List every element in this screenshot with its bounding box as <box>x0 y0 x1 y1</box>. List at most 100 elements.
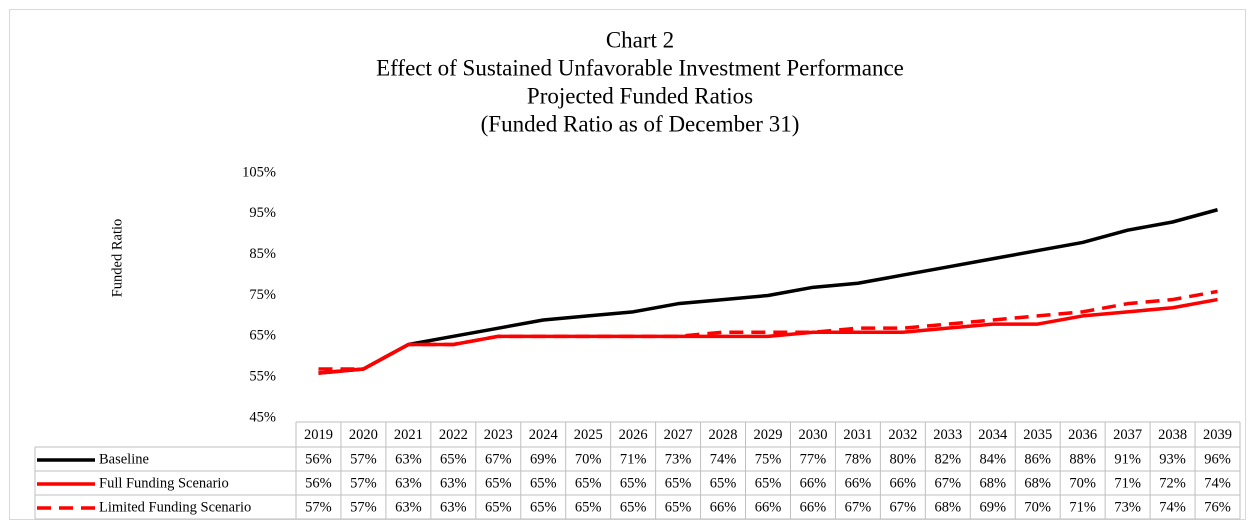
table-value: 70% <box>1069 475 1096 491</box>
table-value: 65% <box>485 475 512 491</box>
x-tick-label: 2039 <box>1203 427 1232 443</box>
x-tick-label: 2023 <box>484 427 513 443</box>
table-value: 65% <box>710 475 737 491</box>
table-value: 63% <box>395 451 422 467</box>
table-value: 65% <box>665 499 692 515</box>
chart-frame <box>9 9 1246 520</box>
table-value: 56% <box>305 451 332 467</box>
x-tick-label: 2028 <box>709 427 738 443</box>
table-value: 66% <box>755 499 782 515</box>
table-value: 56% <box>305 475 332 491</box>
x-tick-label: 2026 <box>619 427 648 443</box>
table-value: 63% <box>395 499 422 515</box>
table-value: 67% <box>890 499 917 515</box>
series-line <box>318 289 1218 371</box>
table-value: 65% <box>620 499 647 515</box>
table-value: 80% <box>890 451 917 467</box>
table-value: 68% <box>935 499 962 515</box>
table-value: 66% <box>845 475 872 491</box>
table-value: 57% <box>350 475 377 491</box>
table-value: 66% <box>800 499 827 515</box>
table-value: 88% <box>1069 451 1096 467</box>
table-value: 65% <box>620 475 647 491</box>
y-tick-label: 85% <box>249 246 276 262</box>
x-tick-label: 2025 <box>574 427 603 443</box>
x-tick-label: 2027 <box>664 427 693 443</box>
y-tick-label: 95% <box>249 205 276 221</box>
table-value: 65% <box>530 475 557 491</box>
table-value: 78% <box>845 451 872 467</box>
table-value: 74% <box>710 451 737 467</box>
x-tick-label: 2031 <box>843 427 872 443</box>
table-value: 57% <box>350 499 377 515</box>
table-value: 67% <box>485 451 512 467</box>
table-value: 71% <box>620 451 647 467</box>
x-tick-label: 2029 <box>754 427 783 443</box>
table-value: 82% <box>935 451 962 467</box>
table-value: 84% <box>979 451 1006 467</box>
table-value: 67% <box>935 475 962 491</box>
table-value: 71% <box>1114 475 1141 491</box>
x-tick-label: 2020 <box>349 427 378 443</box>
table-value: 71% <box>1069 499 1096 515</box>
x-tick-label: 2032 <box>888 427 917 443</box>
x-tick-label: 2038 <box>1158 427 1187 443</box>
table-value: 63% <box>440 499 467 515</box>
chart-title: Effect of Sustained Unfavorable Investme… <box>376 55 904 80</box>
x-tick-label: 2022 <box>439 427 468 443</box>
x-tick-label: 2035 <box>1023 427 1052 443</box>
legend-label: Limited Funding Scenario <box>99 499 251 515</box>
table-value: 65% <box>665 475 692 491</box>
table-value: 63% <box>440 475 467 491</box>
table-value: 91% <box>1114 451 1141 467</box>
y-tick-label: 65% <box>249 328 276 344</box>
table-value: 70% <box>575 451 602 467</box>
chart-title: Chart 2 <box>606 27 674 52</box>
table-value: 70% <box>1024 499 1051 515</box>
chart-title: Projected Funded Ratios <box>527 83 753 108</box>
x-tick-label: 2024 <box>529 427 559 443</box>
table-value: 69% <box>979 499 1006 515</box>
table-value: 67% <box>845 499 872 515</box>
y-tick-label: 105% <box>242 164 276 180</box>
table-value: 57% <box>305 499 332 515</box>
table-value: 76% <box>1204 499 1231 515</box>
table-value: 73% <box>1114 499 1141 515</box>
x-tick-label: 2019 <box>304 427 333 443</box>
table-value: 63% <box>395 475 422 491</box>
table-value: 66% <box>890 475 917 491</box>
y-tick-label: 75% <box>249 287 276 303</box>
table-value: 75% <box>755 451 782 467</box>
table-value: 93% <box>1159 451 1186 467</box>
legend-label: Full Funding Scenario <box>99 475 229 491</box>
table-value: 86% <box>1024 451 1051 467</box>
x-tick-label: 2034 <box>978 427 1008 443</box>
table-value: 74% <box>1204 475 1231 491</box>
series-line <box>318 208 1218 375</box>
y-tick-label: 45% <box>249 409 276 425</box>
legend-label: Baseline <box>99 451 149 467</box>
table-value: 65% <box>485 499 512 515</box>
table-value: 66% <box>800 475 827 491</box>
x-tick-label: 2037 <box>1113 427 1142 443</box>
table-value: 69% <box>530 451 557 467</box>
table-value: 66% <box>710 499 737 515</box>
chart-title: (Funded Ratio as of December 31) <box>481 111 800 136</box>
table-value: 68% <box>1024 475 1051 491</box>
x-tick-label: 2036 <box>1068 427 1097 443</box>
table-value: 74% <box>1159 499 1186 515</box>
x-tick-label: 2030 <box>798 427 827 443</box>
table-value: 68% <box>979 475 1006 491</box>
table-value: 72% <box>1159 475 1186 491</box>
table-value: 65% <box>575 475 602 491</box>
y-tick-label: 55% <box>249 368 276 384</box>
table-value: 77% <box>800 451 827 467</box>
table-value: 65% <box>575 499 602 515</box>
table-value: 73% <box>665 451 692 467</box>
x-tick-label: 2033 <box>933 427 962 443</box>
x-tick-label: 2021 <box>394 427 423 443</box>
table-value: 96% <box>1204 451 1231 467</box>
table-value: 65% <box>755 475 782 491</box>
table-value: 57% <box>350 451 377 467</box>
